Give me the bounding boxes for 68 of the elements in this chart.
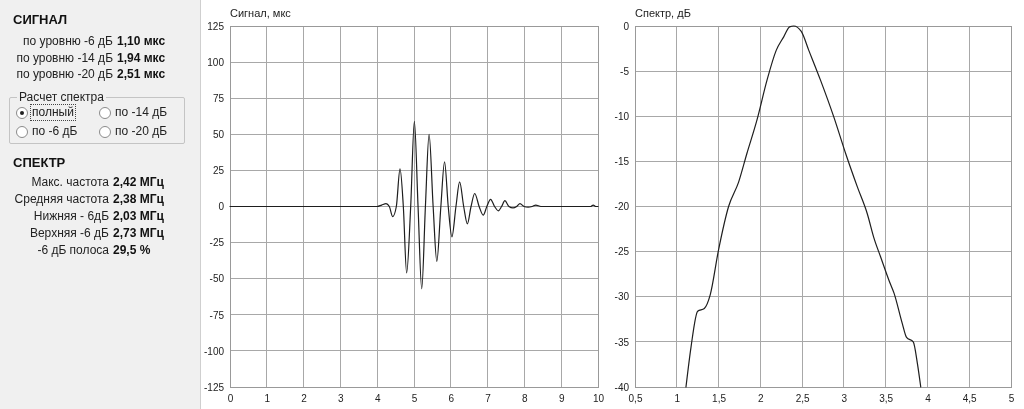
- text: 1,94 мкс: [117, 50, 166, 65]
- y-tick-label: -75: [209, 309, 225, 321]
- x-tick-label: 2: [301, 393, 308, 405]
- x-tick-label: 1: [674, 393, 681, 405]
- x-tick-label: 2: [758, 393, 765, 405]
- y-tick-label: -15: [614, 156, 630, 168]
- text: Расчет спектра: [17, 90, 106, 104]
- text: по уровню -6 дБ: [22, 34, 113, 48]
- x-tick-label: 0: [227, 393, 234, 405]
- text: 2,03 МГц: [113, 209, 164, 223]
- y-tick-label: 100: [207, 56, 225, 68]
- text: 2,42 МГц: [113, 175, 164, 189]
- y-tick-label: -35: [614, 336, 630, 348]
- y-tick-label: 0: [218, 201, 225, 213]
- y-tick-label: -10: [614, 110, 630, 122]
- x-tick-label: 3: [338, 393, 345, 405]
- chart-title: Сигнал, мкс: [230, 7, 292, 19]
- x-tick-label: 4: [374, 393, 381, 405]
- x-tick-label: 4: [925, 393, 932, 405]
- x-tick-label: 1: [264, 393, 271, 405]
- y-tick-label: -40: [614, 381, 630, 393]
- text: по уровню -14 дБ: [15, 50, 113, 65]
- text: 2,73 МГц: [113, 226, 164, 240]
- line-series: [685, 25, 922, 388]
- y-tick-label: -25: [614, 246, 630, 258]
- x-tick-label: 0,5: [628, 393, 643, 405]
- y-tick-label: 25: [212, 165, 225, 177]
- x-tick-label: 1,5: [712, 393, 727, 405]
- text: Верхняя -6 дБ: [28, 226, 109, 240]
- y-tick-label: 0: [623, 20, 630, 32]
- text: 1,10 мкс: [117, 34, 166, 48]
- x-tick-label: 10: [592, 393, 605, 405]
- text: 29,5 %: [113, 243, 151, 257]
- x-tick-label: 8: [522, 393, 529, 405]
- text: Макс. частота: [30, 175, 109, 189]
- text: Нижняя - 6дБ: [32, 209, 109, 223]
- y-tick-label: 50: [212, 129, 225, 140]
- y-tick-label: -50: [209, 273, 225, 285]
- y-tick-label: 125: [207, 20, 225, 32]
- y-tick-label: -30: [614, 291, 630, 303]
- text: СИГНАЛ: [13, 12, 68, 27]
- x-tick-label: 7: [485, 393, 492, 405]
- x-tick-label: 3: [841, 393, 848, 405]
- y-tick-label: -125: [203, 381, 225, 393]
- text: Средняя частота: [13, 192, 109, 206]
- line-series: [229, 120, 599, 290]
- text: по -14 дБ: [114, 105, 169, 120]
- x-tick-label: 3,5: [879, 393, 894, 405]
- text: 2,38 МГц: [113, 192, 164, 206]
- text: полный: [31, 105, 75, 120]
- text: СПЕКТР: [13, 155, 66, 170]
- x-tick-label: 6: [448, 393, 455, 405]
- y-tick-label: 75: [212, 92, 225, 104]
- x-tick-label: 5: [411, 393, 418, 405]
- x-tick-label: 9: [558, 393, 565, 405]
- y-tick-label: -20: [614, 201, 630, 213]
- text: -6 дБ полоса: [36, 243, 109, 257]
- text: 2,51 мкс: [117, 67, 166, 81]
- text: по уровню -20 дБ: [15, 67, 113, 81]
- y-tick-label: -25: [209, 237, 225, 249]
- x-tick-label: 2,5: [795, 393, 810, 405]
- chart-title: Спектр, дБ: [635, 7, 691, 19]
- x-tick-label: 5: [1008, 393, 1015, 405]
- text: по -6 дБ: [31, 124, 79, 139]
- text: по -20 дБ: [114, 124, 169, 139]
- y-tick-label: -5: [620, 65, 630, 77]
- y-tick-label: -100: [203, 345, 225, 357]
- x-tick-label: 4,5: [962, 393, 978, 405]
